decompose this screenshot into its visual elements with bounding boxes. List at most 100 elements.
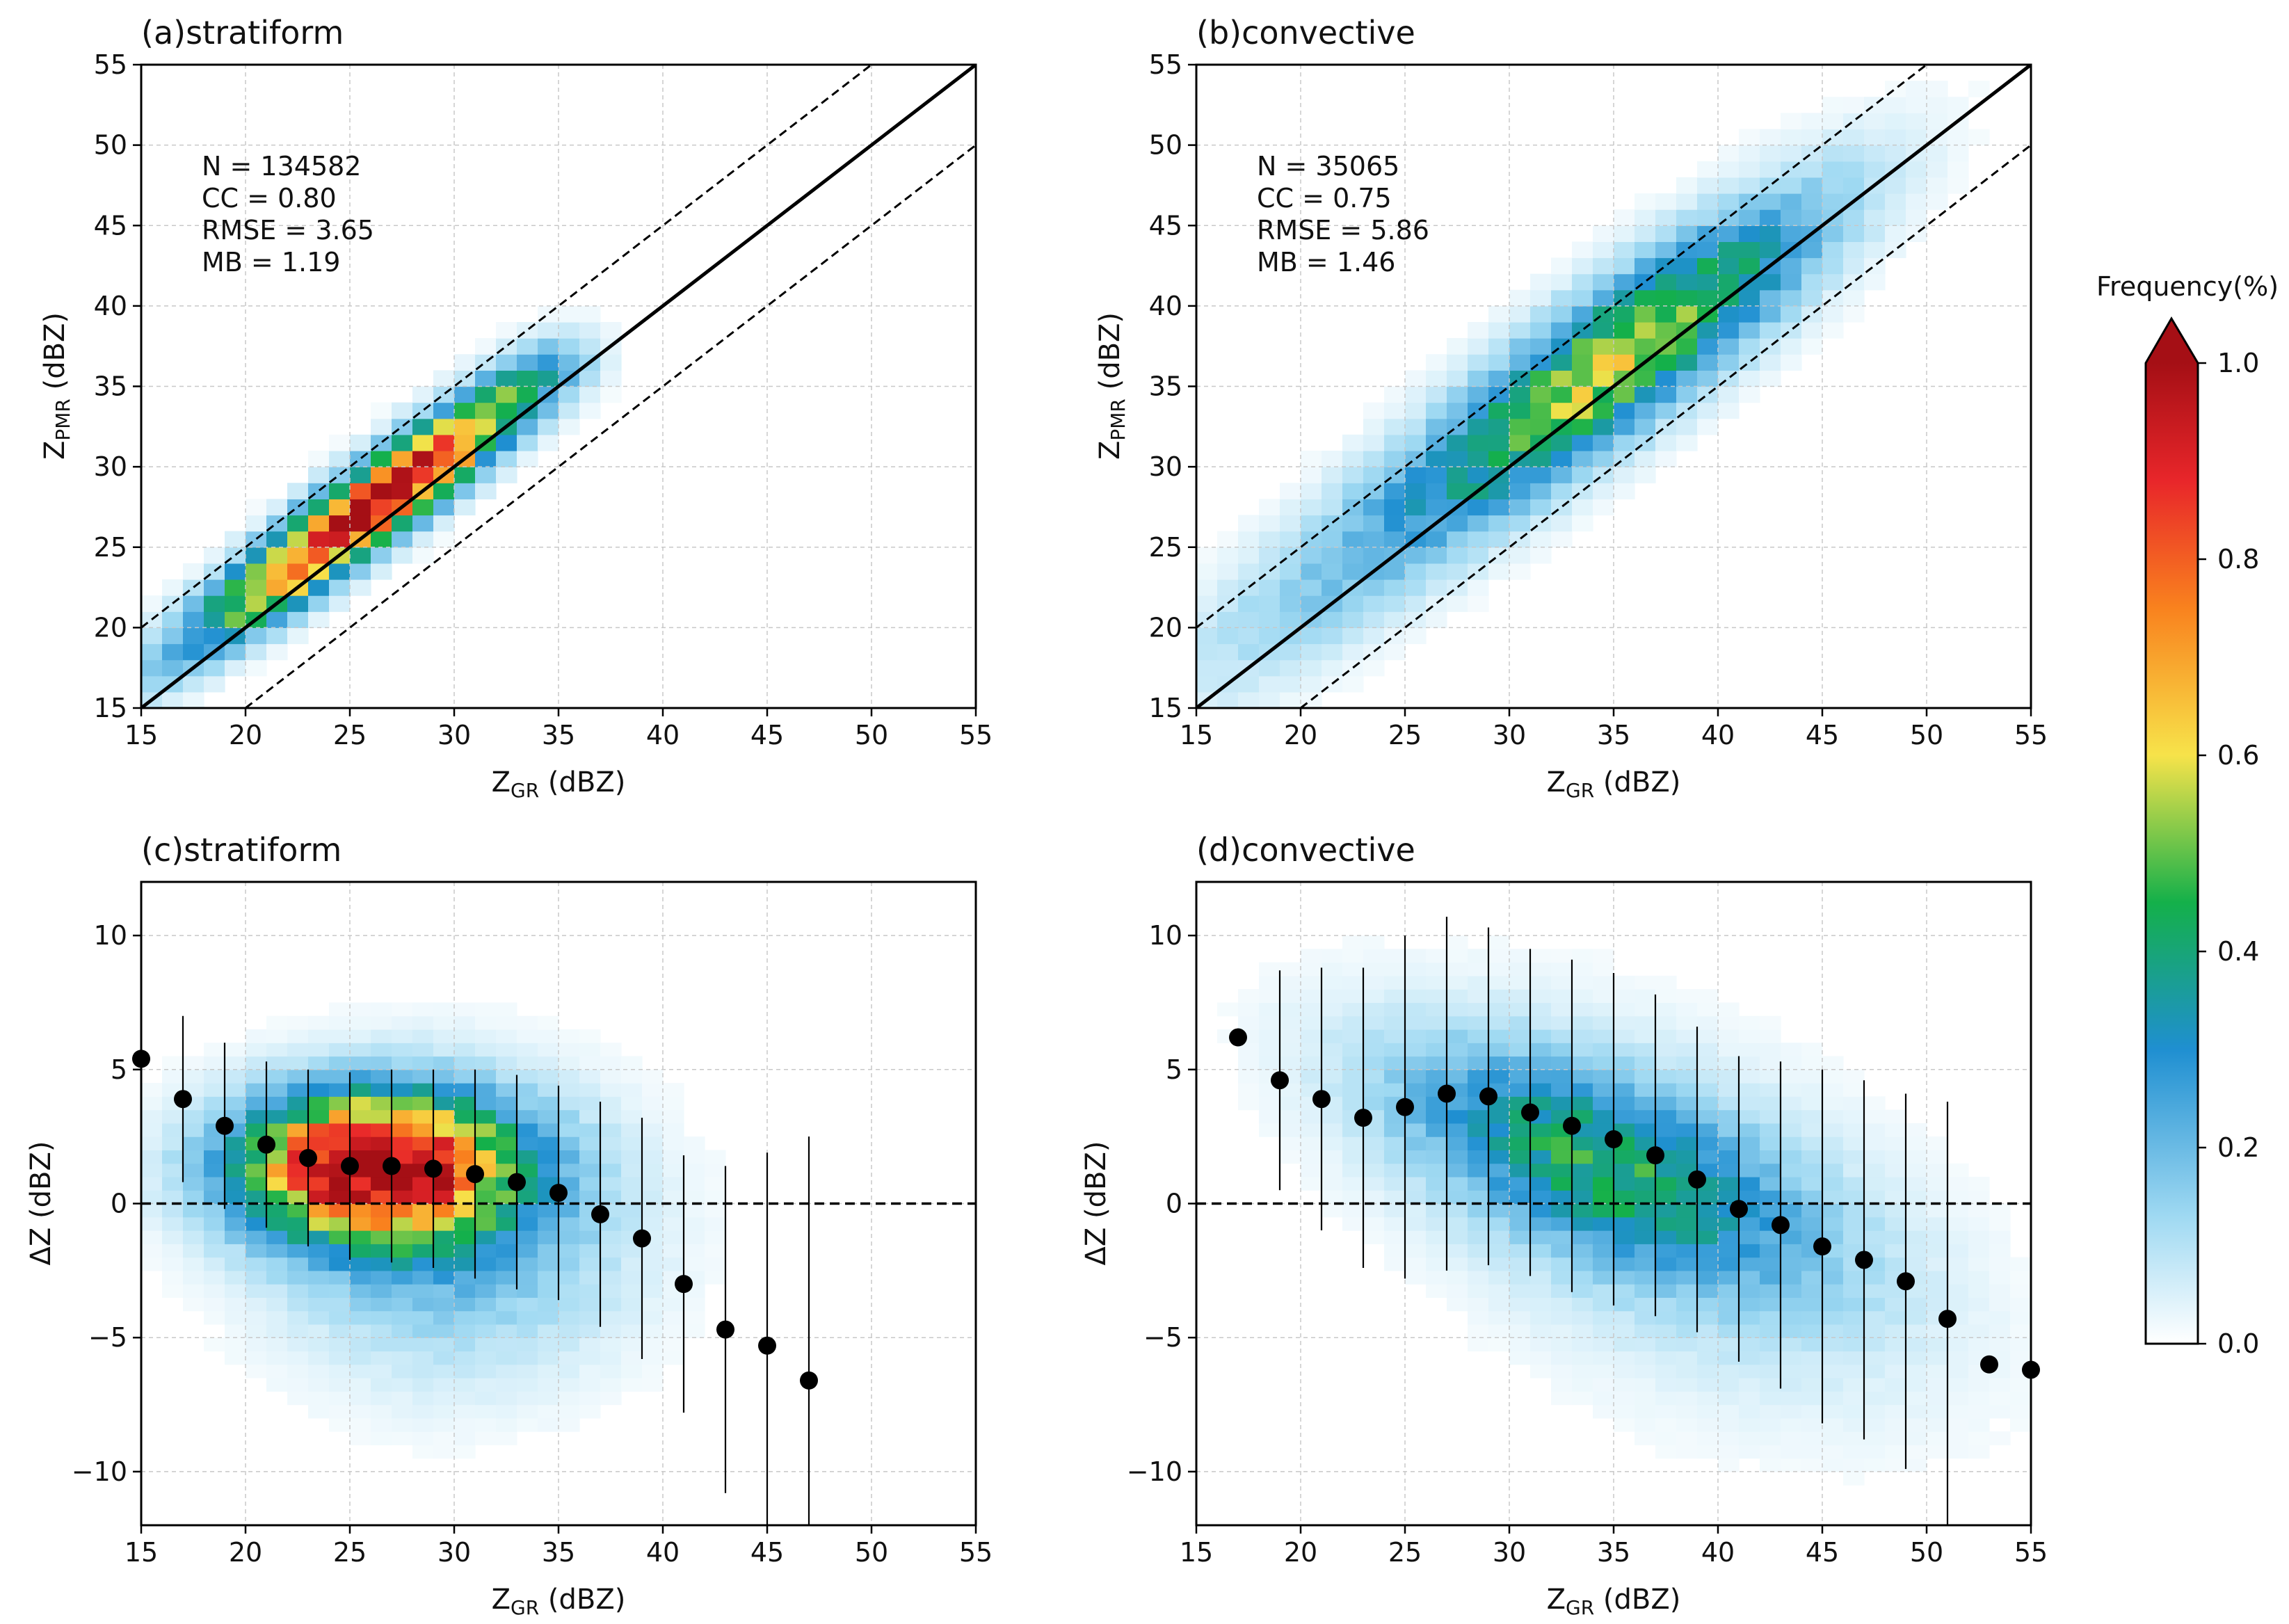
heatmap-cell (1551, 273, 1573, 291)
heatmap-cell (308, 1083, 330, 1097)
heatmap-cell (1927, 1404, 1948, 1419)
stat-n: N = 35065 (1257, 151, 1399, 182)
heatmap-cell (1655, 273, 1677, 291)
heatmap-cell (1551, 989, 1573, 1004)
heatmap-cell (1488, 1056, 1510, 1070)
heatmap-cell (371, 483, 392, 499)
heatmap-cell (1447, 386, 1468, 403)
heatmap-cell (1697, 1002, 1719, 1017)
heatmap-cell (371, 1096, 392, 1111)
heatmap-cell (1739, 305, 1760, 323)
heatmap-cell (1593, 370, 1614, 387)
heatmap-cell (1655, 1230, 1677, 1244)
heatmap-cell (329, 1324, 351, 1338)
heatmap-cell (1801, 1270, 1823, 1285)
heatmap-cell (1697, 1230, 1719, 1244)
heatmap-cell (1280, 1109, 1301, 1124)
heatmap-cell (1405, 1015, 1427, 1030)
heatmap-cell (1676, 1150, 1698, 1164)
heatmap-cell (1488, 1310, 1510, 1325)
heatmap-cell (600, 386, 622, 403)
heatmap-cell (183, 1176, 204, 1191)
heatmap-cell (1968, 1284, 1990, 1298)
heatmap-cell (1593, 1069, 1614, 1084)
heatmap-cell (412, 547, 434, 564)
heatmap-cell (642, 1083, 664, 1097)
heatmap-cell (204, 659, 225, 677)
heatmap-cell (1885, 1136, 1906, 1151)
heatmap-cell (1739, 1056, 1760, 1070)
heatmap-cell (1593, 1163, 1614, 1177)
heatmap-cell (1781, 1431, 1802, 1445)
heatmap-cell (1280, 563, 1301, 580)
heatmap-cell (1655, 1029, 1677, 1043)
heatmap-cell (1822, 1378, 1844, 1392)
heatmap-cell (1322, 1002, 1343, 1017)
heatmap-cell (1885, 1163, 1906, 1177)
heatmap-cell (454, 1083, 476, 1097)
heatmap-cell (1947, 1244, 1969, 1258)
heatmap-cell (1781, 129, 1802, 146)
heatmap-cell (1739, 1297, 1760, 1312)
heatmap-cell (266, 1176, 288, 1191)
panel-b-xticks: 15 20 25 30 35 40 45 50 55 (1180, 708, 2048, 750)
heatmap-cell (1801, 1404, 1823, 1419)
heatmap-cell (1635, 289, 1656, 307)
heatmap-cell (392, 1310, 413, 1325)
heatmap-cell (1572, 1324, 1593, 1338)
heatmap-cell (496, 1391, 517, 1406)
heatmap-cell (1947, 1391, 1969, 1406)
heatmap-cell (642, 1136, 664, 1151)
heatmap-cell (1718, 1163, 1740, 1177)
heatmap-cell (1843, 1351, 1865, 1365)
heatmap-cell (1384, 451, 1406, 467)
heatmap-cell (1426, 1230, 1447, 1244)
heatmap-cell (1572, 1083, 1593, 1097)
heatmap-cell (371, 1002, 392, 1017)
y-tick-label: 0 (1166, 1189, 1182, 1219)
heatmap-cell (1342, 975, 1364, 990)
heatmap-cell (1718, 1324, 1740, 1338)
heatmap-cell (1322, 451, 1343, 467)
heatmap-cell (350, 1378, 371, 1392)
heatmap-cell (1676, 354, 1698, 371)
heatmap-cell (1822, 1458, 1844, 1472)
heatmap-cell (204, 579, 225, 596)
heatmap-cell (1781, 1458, 1802, 1472)
heatmap-cell (1363, 1015, 1385, 1030)
heatmap-cell (1822, 113, 1844, 130)
heatmap-cell (1614, 1257, 1635, 1271)
one-to-one-line (141, 65, 976, 708)
y-tick-label: 25 (94, 532, 127, 563)
heatmap-cell (559, 1136, 580, 1151)
heatmap-cell (454, 483, 476, 499)
heatmap-cell (1781, 354, 1802, 371)
heatmap-cell (1781, 113, 1802, 130)
heatmap-cell (579, 1163, 601, 1177)
heatmap-cell (1593, 1270, 1614, 1285)
heatmap-cell (1509, 949, 1531, 963)
heatmap-cell (1322, 483, 1343, 499)
heatmap-cell (1447, 467, 1468, 483)
heatmap-cell (1593, 975, 1614, 990)
heatmap-cell (1739, 370, 1760, 387)
heatmap-cell (287, 563, 309, 580)
heatmap-cell (392, 1297, 413, 1312)
heatmap-cell (600, 322, 622, 339)
x-tick-label: 35 (1597, 1537, 1630, 1568)
mean-bias-point (716, 1320, 734, 1339)
heatmap-cell (392, 1029, 413, 1043)
heatmap-cell (246, 1029, 267, 1043)
heatmap-cell (1843, 161, 1865, 178)
heatmap-cell (1488, 338, 1510, 355)
heatmap-cell (1593, 434, 1614, 451)
heatmap-cell (1509, 1029, 1531, 1043)
heatmap-cell (1593, 451, 1614, 467)
heatmap-cell (1781, 1284, 1802, 1298)
heatmap-cell (1238, 515, 1260, 532)
heatmap-cell (1655, 1056, 1677, 1070)
heatmap-cell (392, 451, 413, 467)
heatmap-cell (600, 1324, 622, 1338)
